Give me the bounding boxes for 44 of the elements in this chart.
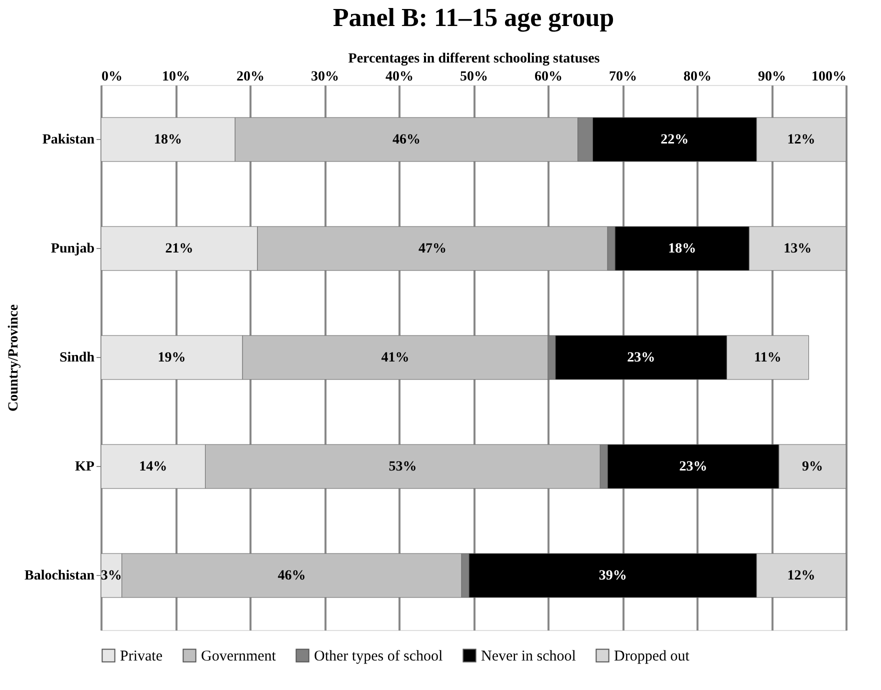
data-label: 23% [627, 350, 656, 366]
data-label: 12% [787, 132, 816, 148]
data-label: 11% [754, 350, 782, 366]
data-label: 12% [787, 568, 816, 584]
data-label: 19% [158, 350, 186, 366]
x-tick-label: 10% [162, 70, 190, 84]
data-label: 21% [165, 242, 194, 256]
data-label: 23% [679, 460, 708, 474]
legend-label: Other types of school [314, 648, 443, 665]
data-label: 39% [598, 568, 627, 584]
data-label: 18% [668, 242, 696, 256]
x-tick-label: 60% [534, 70, 562, 84]
chart-title: Panel B: 11–15 age group [332, 3, 614, 32]
data-label: 41% [381, 350, 410, 366]
x-tick-label: 90% [758, 70, 786, 84]
y-axis-title: Country/Province [6, 304, 22, 412]
y-tick-label: Pakistan [42, 132, 95, 148]
x-tick-label: 70% [609, 70, 637, 84]
legend-label: Dropped out [614, 648, 690, 665]
data-label: 46% [392, 132, 420, 148]
data-label: 47% [418, 242, 447, 256]
legend-label: Government [201, 648, 277, 665]
x-axis-title: Percentages in different schooling statuses [348, 52, 600, 66]
x-tick-label: 50% [460, 70, 488, 84]
data-label: 46% [278, 568, 306, 584]
legend-label: Private [120, 648, 163, 665]
y-tick-label: KP [75, 460, 95, 474]
x-tick-label: 100% [812, 70, 846, 84]
x-tick-label: 20% [236, 70, 264, 84]
data-label: 3% [100, 568, 122, 584]
data-label: 22% [660, 132, 689, 148]
x-tick-label: 0% [102, 70, 122, 84]
legend-label: Never in school [481, 648, 576, 665]
data-label: 9% [802, 460, 823, 474]
y-tick-label: Punjab [50, 242, 95, 256]
x-tick-label: 40% [386, 70, 414, 84]
y-tick-label: Balochistan [24, 568, 95, 584]
x-tick-label: 30% [311, 70, 339, 84]
data-label: 13% [784, 242, 812, 256]
data-label: 14% [139, 460, 168, 474]
y-tick-label: Sindh [59, 350, 95, 366]
data-label: 53% [388, 460, 417, 474]
data-label: 18% [154, 132, 182, 148]
x-tick-label: 80% [684, 70, 712, 84]
